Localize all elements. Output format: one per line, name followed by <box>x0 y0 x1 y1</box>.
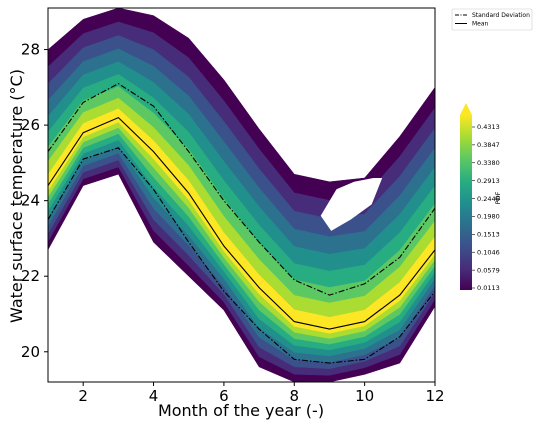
x-tick-label: 8 <box>289 387 299 405</box>
colorbar-tick-label: 0.3380 <box>477 159 500 167</box>
no-data-region <box>320 178 383 231</box>
legend-std-label: Standard Deviation <box>472 12 530 19</box>
colorbar-tick-label: 0.1046 <box>477 248 500 256</box>
y-tick-label: 28 <box>21 41 40 59</box>
colorbar-tick-label: 0.1980 <box>477 213 500 221</box>
x-tick-label: 6 <box>219 387 229 405</box>
y-tick-label: 22 <box>21 267 40 285</box>
y-tick-label: 20 <box>21 343 40 361</box>
colorbar-tick-label: 0.2913 <box>477 177 500 185</box>
std-upper-line <box>48 82 435 296</box>
colorbar-label: PDF <box>494 191 502 204</box>
x-tick-label: 12 <box>425 387 444 405</box>
plot-area <box>48 8 435 382</box>
colorbar-ticks: 0.4313 0.3847 0.3380 0.2913 0.2446 0.1980 0.15… <box>472 123 500 292</box>
y-axis-label: Water surface temperature (°C) <box>7 69 26 323</box>
colorbar-tick-label: 0.0113 <box>477 284 500 292</box>
colorbar-tick-label: 0.0579 <box>477 266 500 274</box>
colorbar-extend-arrow <box>460 103 472 115</box>
y-tick-label: 26 <box>21 116 40 134</box>
legend-mean-label: Mean <box>472 21 489 28</box>
x-axis-label: Month of the year (-) <box>158 401 324 420</box>
legend-box <box>451 8 533 31</box>
colorbar-tick-label: 0.2446 <box>477 195 500 203</box>
colorbar-tick-label: 0.3847 <box>477 141 500 149</box>
x-axis: 2 4 6 8 10 12 <box>78 382 445 405</box>
x-tick-label: 4 <box>149 387 159 405</box>
colorbar: 0.4313 0.3847 0.3380 0.2913 0.2446 0.1980 0.15… <box>460 103 502 292</box>
y-axis: 20 22 24 26 28 <box>21 41 48 361</box>
colorbar-tick-label: 0.1513 <box>477 231 500 239</box>
y-tick-label: 24 <box>21 192 40 210</box>
x-tick-label: 10 <box>355 387 374 405</box>
legend: Standard Deviation Mean <box>451 8 533 31</box>
plot-frame <box>47 7 436 383</box>
mean-line <box>48 116 435 330</box>
colorbar-bar <box>460 115 472 290</box>
colorbar-tick-label: 0.4313 <box>477 123 500 131</box>
x-tick-label: 2 <box>78 387 88 405</box>
std-lower-line <box>48 147 435 364</box>
